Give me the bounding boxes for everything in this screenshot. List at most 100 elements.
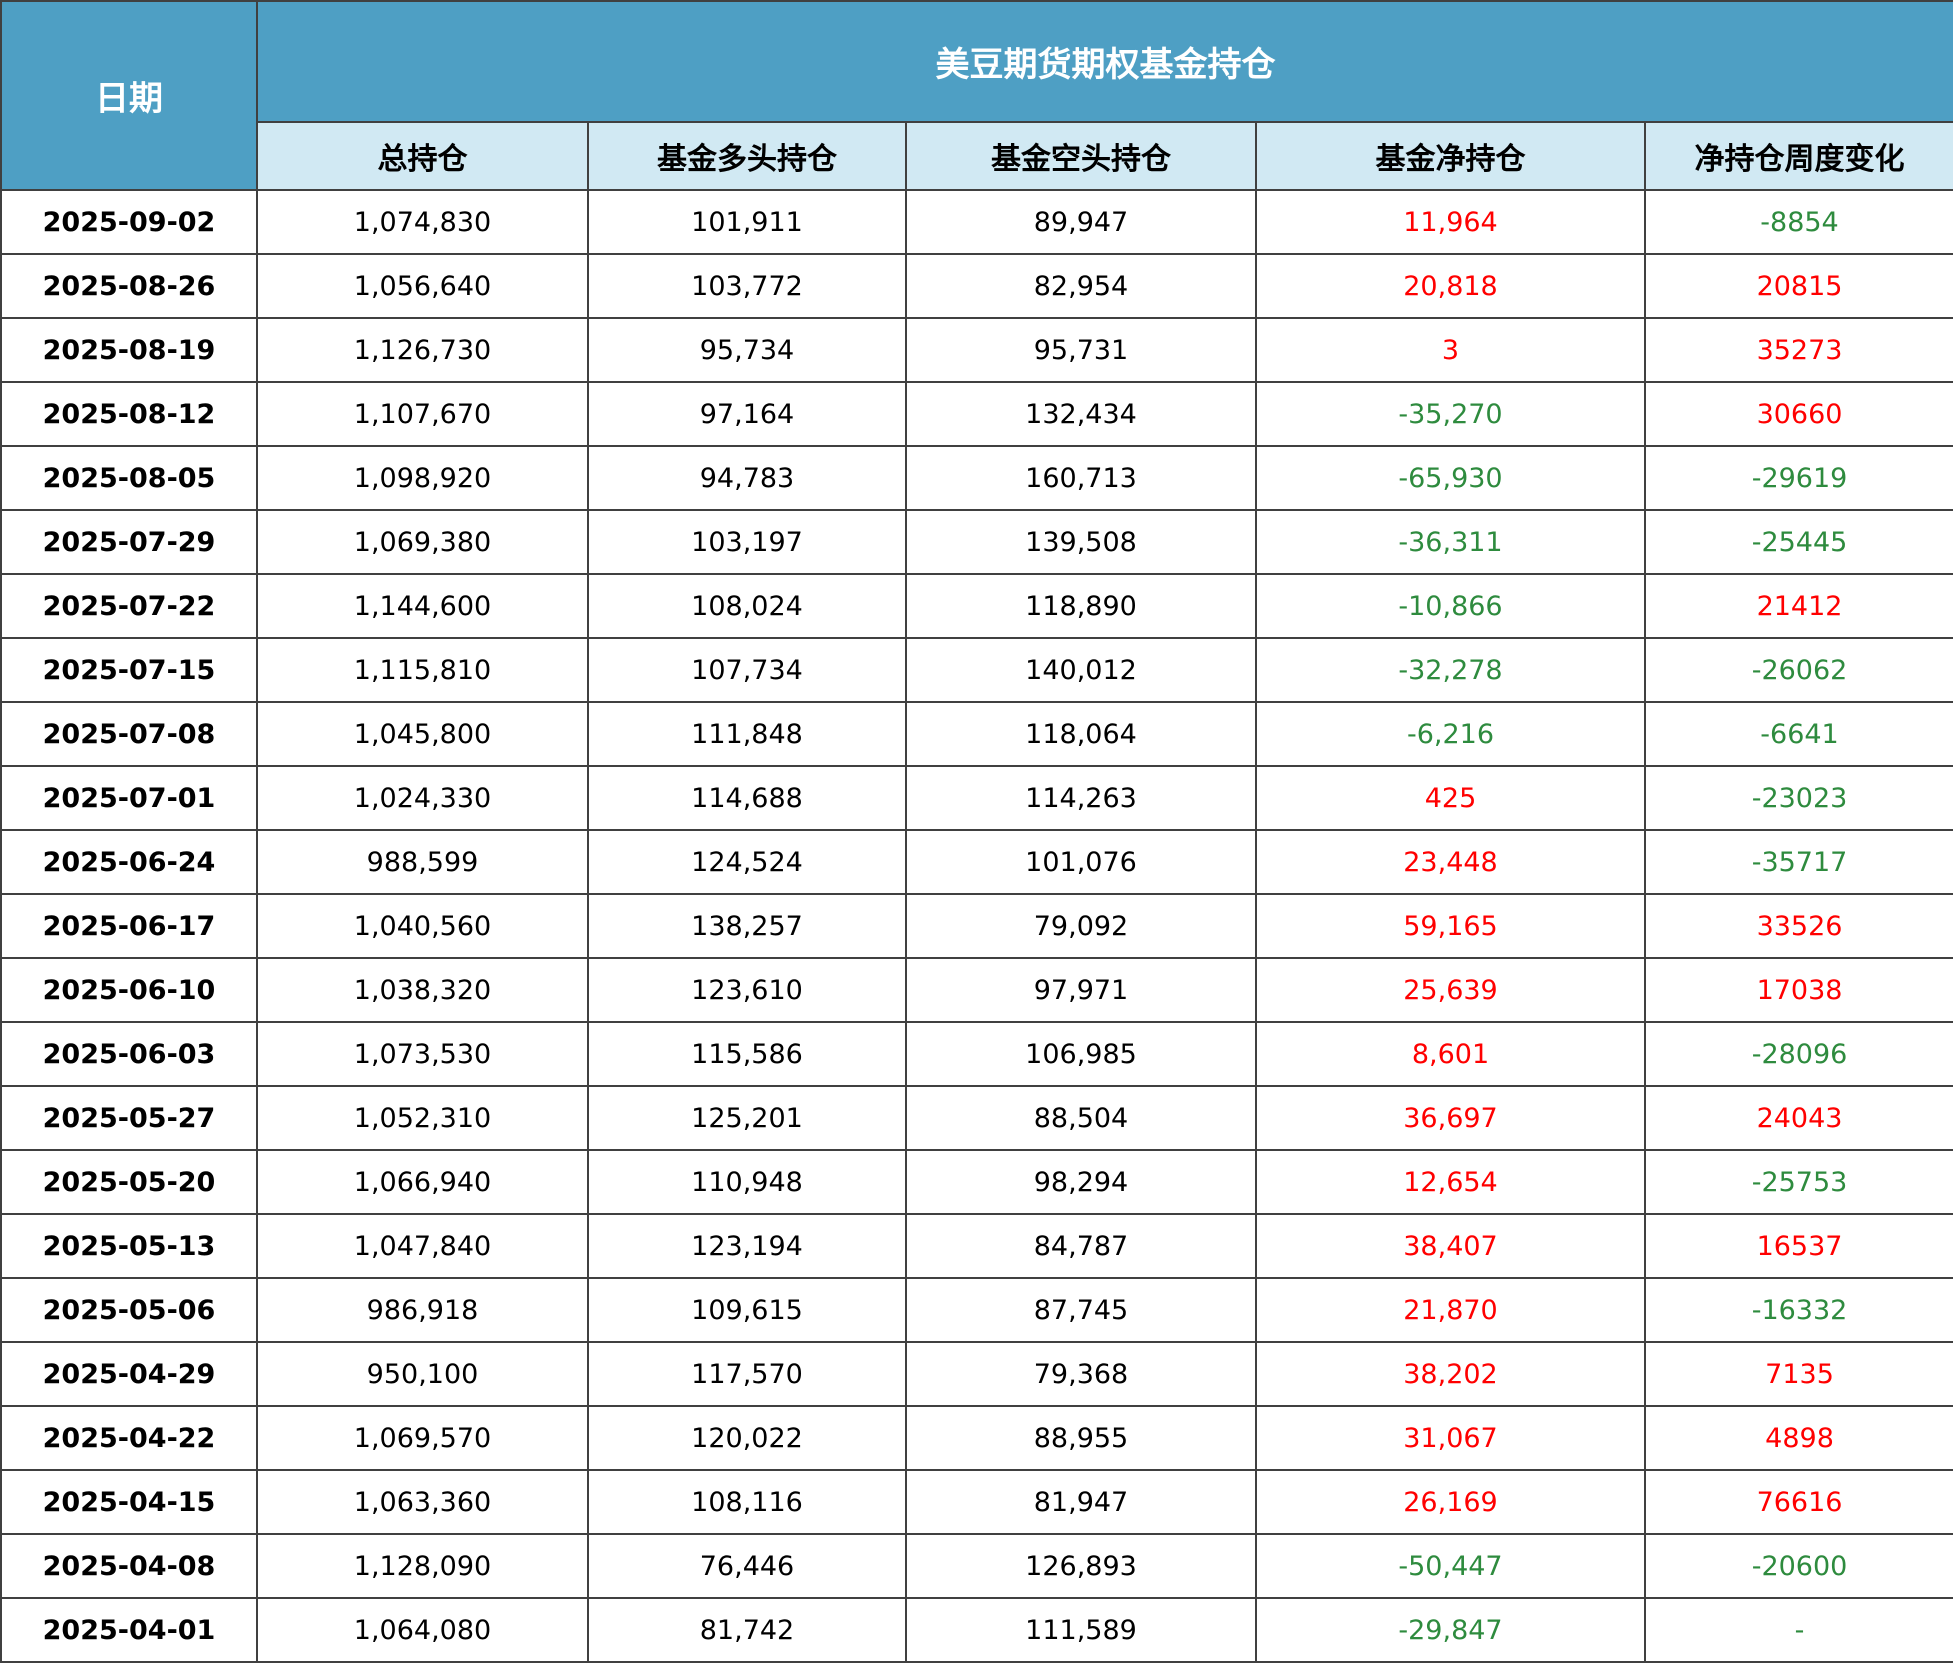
table-row: 2025-08-12 1,107,670 97,164 132,434 -35,270 3… [0, 381, 1953, 447]
cell-net: 36,697 [1255, 1085, 1646, 1151]
table-row: 2025-05-20 1,066,940 110,948 98,294 12,654 -2… [0, 1149, 1953, 1215]
cell-date: 2025-06-24 [0, 829, 258, 895]
cell-weekly-change: 35273 [1643, 317, 1953, 383]
cell-long: 95,734 [587, 317, 907, 383]
table-row: 2025-04-15 1,063,360 108,116 81,947 26,169 76… [0, 1469, 1953, 1535]
cell-weekly-change: - [1643, 1597, 1953, 1663]
cell-short: 82,954 [905, 253, 1257, 319]
cell-weekly-change: -25445 [1643, 509, 1953, 575]
cell-short: 139,508 [905, 509, 1257, 575]
cell-net: 12,654 [1255, 1149, 1646, 1215]
cell-total: 1,069,570 [256, 1405, 589, 1471]
cell-total: 1,056,640 [256, 253, 589, 319]
cell-long: 120,022 [587, 1405, 907, 1471]
cell-net: 25,639 [1255, 957, 1646, 1023]
table-body: 2025-09-02 1,074,830 101,911 89,947 11,964 -8… [0, 189, 1953, 1663]
cell-net: 3 [1255, 317, 1646, 383]
cell-total: 1,073,530 [256, 1021, 589, 1087]
column-header-short: 基金空头持仓 [905, 121, 1257, 191]
cell-total: 988,599 [256, 829, 589, 895]
cell-total: 1,074,830 [256, 189, 589, 255]
cell-date: 2025-08-12 [0, 381, 258, 447]
cell-long: 123,194 [587, 1213, 907, 1279]
table-row: 2025-05-06 986,918 109,615 87,745 21,870 -163… [0, 1277, 1953, 1343]
cell-long: 117,570 [587, 1341, 907, 1407]
table-row: 2025-07-08 1,045,800 111,848 118,064 -6,216-… [0, 701, 1953, 767]
cell-short: 160,713 [905, 445, 1257, 511]
cell-date: 2025-05-20 [0, 1149, 258, 1215]
cell-net: 425 [1255, 765, 1646, 831]
cell-long: 111,848 [587, 701, 907, 767]
cell-total: 1,045,800 [256, 701, 589, 767]
cell-total: 1,066,940 [256, 1149, 589, 1215]
cell-long: 123,610 [587, 957, 907, 1023]
cell-date: 2025-06-10 [0, 957, 258, 1023]
table-row: 2025-08-26 1,056,640 103,772 82,954 20,818 20… [0, 253, 1953, 319]
cell-weekly-change: -23023 [1643, 765, 1953, 831]
cell-net: 23,448 [1255, 829, 1646, 895]
table-row: 2025-08-05 1,098,920 94,783 160,713 -65,930-… [0, 445, 1953, 511]
cell-total: 1,069,380 [256, 509, 589, 575]
table-row: 2025-05-27 1,052,310 125,201 88,504 36,697 24… [0, 1085, 1953, 1151]
cell-weekly-change: -28096 [1643, 1021, 1953, 1087]
cell-weekly-change: 17038 [1643, 957, 1953, 1023]
cell-short: 98,294 [905, 1149, 1257, 1215]
cell-net: -6,216 [1255, 701, 1646, 767]
cell-long: 110,948 [587, 1149, 907, 1215]
cell-weekly-change: -29619 [1643, 445, 1953, 511]
cell-net: 11,964 [1255, 189, 1646, 255]
cell-short: 95,731 [905, 317, 1257, 383]
cell-date: 2025-07-22 [0, 573, 258, 639]
cell-net: -32,278 [1255, 637, 1646, 703]
cell-weekly-change: 20815 [1643, 253, 1953, 319]
cell-weekly-change: 33526 [1643, 893, 1953, 959]
cell-date: 2025-09-02 [0, 189, 258, 255]
cell-net: 21,870 [1255, 1277, 1646, 1343]
cell-total: 1,063,360 [256, 1469, 589, 1535]
header-row-top: 日期 美豆期货期权基金持仓 [0, 0, 1953, 191]
cell-long: 115,586 [587, 1021, 907, 1087]
table-row: 2025-07-22 1,144,600 108,024 118,890 -10,866… [0, 573, 1953, 639]
cell-long: 103,772 [587, 253, 907, 319]
column-header-total: 总持仓 [256, 121, 589, 191]
cell-date: 2025-08-19 [0, 317, 258, 383]
cell-long: 125,201 [587, 1085, 907, 1151]
cell-weekly-change: 30660 [1643, 381, 1953, 447]
cell-net: 38,202 [1255, 1341, 1646, 1407]
cell-short: 114,263 [905, 765, 1257, 831]
cell-date: 2025-07-01 [0, 765, 258, 831]
cell-long: 76,446 [587, 1533, 907, 1599]
cell-weekly-change: -26062 [1643, 637, 1953, 703]
cell-short: 101,076 [905, 829, 1257, 895]
cell-total: 1,052,310 [256, 1085, 589, 1151]
cell-short: 118,064 [905, 701, 1257, 767]
cell-short: 106,985 [905, 1021, 1257, 1087]
cell-weekly-change: 16537 [1643, 1213, 1953, 1279]
column-header-long: 基金多头持仓 [587, 121, 907, 191]
date-column-header: 日期 [0, 0, 258, 191]
cell-net: -10,866 [1255, 573, 1646, 639]
cell-net: 38,407 [1255, 1213, 1646, 1279]
table-row: 2025-06-10 1,038,320 123,610 97,971 25,639 17… [0, 957, 1953, 1023]
cell-net: 20,818 [1255, 253, 1646, 319]
cell-weekly-change: 24043 [1643, 1085, 1953, 1151]
cell-total: 1,047,840 [256, 1213, 589, 1279]
cell-weekly-change: 76616 [1643, 1469, 1953, 1535]
table-row: 2025-09-02 1,074,830 101,911 89,947 11,964 -8… [0, 189, 1953, 255]
cell-long: 108,116 [587, 1469, 907, 1535]
cell-short: 79,368 [905, 1341, 1257, 1407]
table-row: 2025-04-22 1,069,570 120,022 88,955 31,067 48… [0, 1405, 1953, 1471]
table-row: 2025-07-01 1,024,330 114,688 114,263 425 -230… [0, 765, 1953, 831]
cell-net: -35,270 [1255, 381, 1646, 447]
cell-total: 1,115,810 [256, 637, 589, 703]
cell-net: -65,930 [1255, 445, 1646, 511]
cell-long: 138,257 [587, 893, 907, 959]
cell-long: 94,783 [587, 445, 907, 511]
cell-date: 2025-05-27 [0, 1085, 258, 1151]
cell-weekly-change: 21412 [1643, 573, 1953, 639]
cell-long: 81,742 [587, 1597, 907, 1663]
cell-short: 89,947 [905, 189, 1257, 255]
cell-long: 97,164 [587, 381, 907, 447]
cell-long: 103,197 [587, 509, 907, 575]
